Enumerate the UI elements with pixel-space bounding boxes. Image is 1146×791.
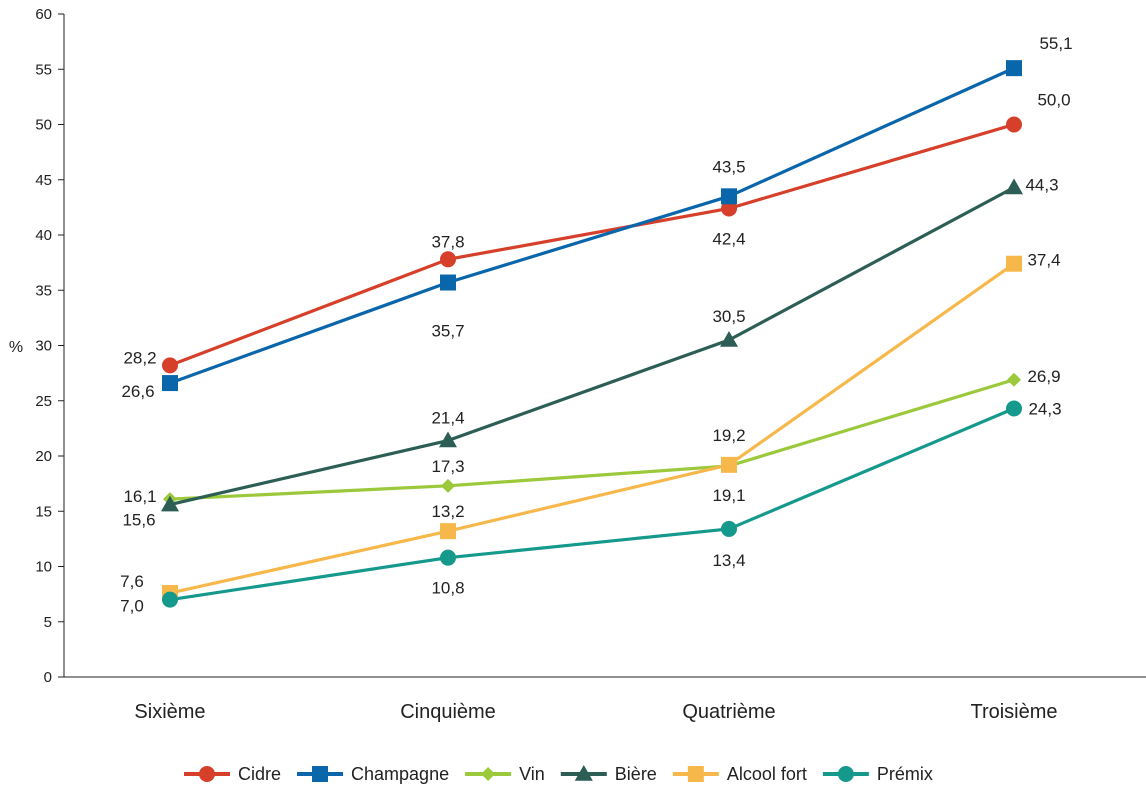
data-label: 42,4: [712, 229, 745, 248]
data-point: [440, 274, 456, 291]
y-tick-label: 20: [35, 448, 52, 465]
data-label: 13,4: [712, 551, 745, 570]
legend-label: Champagne: [351, 764, 449, 784]
y-axis-title: %: [9, 339, 23, 356]
legend-item: Prémix: [822, 764, 933, 784]
legend-label: Vin: [519, 764, 545, 784]
data-label: 30,5: [712, 307, 745, 326]
data-point: [440, 523, 456, 540]
legend-item: Alcool fort: [672, 764, 807, 784]
data-point: [1006, 255, 1022, 272]
data-point: [440, 549, 456, 566]
series-line-cidre: [169, 122, 1015, 367]
legend-item: Vin: [465, 764, 545, 784]
data-label: 44,3: [1025, 175, 1058, 194]
y-tick-label: 55: [35, 61, 52, 78]
y-tick-label: 40: [35, 227, 52, 244]
legend-item: Cidre: [184, 764, 281, 784]
legend-marker: [199, 766, 215, 782]
x-tick-label: Cinquième: [400, 701, 496, 723]
data-label: 7,6: [120, 572, 144, 591]
data-point: [720, 330, 738, 347]
series-line-vin: [169, 378, 1015, 501]
data-label: 10,8: [431, 579, 464, 598]
series-markers: [161, 60, 1023, 608]
data-point: [1006, 60, 1022, 77]
y-tick-label: 50: [35, 117, 52, 134]
legend-label: Bière: [615, 764, 657, 784]
data-label: 26,9: [1027, 367, 1060, 386]
data-point: [721, 200, 737, 217]
data-label: 17,3: [431, 457, 464, 476]
data-label: 28,2: [123, 348, 156, 367]
data-label: 35,7: [431, 322, 464, 341]
legend-marker: [481, 767, 496, 781]
y-tick-label: 60: [35, 6, 52, 23]
series-line-alcool-fort: [169, 262, 1015, 595]
data-label: 16,1: [123, 487, 156, 506]
legend: Cidre Champagne Vin Bière Alcool fort Prémix: [184, 764, 933, 784]
y-tick-label: 15: [35, 503, 52, 520]
data-point: [441, 478, 455, 493]
x-tick-label: Sixième: [134, 701, 205, 723]
axes: 0 5 10 15 20 25 30 35 40 45 50 55 60 Sixième Cinquième…: [35, 6, 1146, 723]
data-label: 26,6: [121, 382, 154, 401]
data-label: 21,4: [431, 409, 464, 428]
data-point: [1006, 116, 1022, 133]
data-point: [162, 375, 178, 392]
legend-marker: [687, 766, 704, 782]
y-tick-label: 45: [35, 172, 52, 189]
data-labels: 28,2 37,8 42,4 50,0 26,6 35,7 43,5 55,1 16,1 17,3…: [120, 34, 1072, 616]
x-tick-label: Quatrième: [682, 701, 775, 723]
legend-label: Alcool fort: [727, 764, 807, 784]
data-point: [161, 495, 179, 512]
data-label: 43,5: [712, 157, 745, 176]
data-label: 24,3: [1028, 399, 1061, 418]
data-point: [1006, 400, 1022, 417]
data-point: [162, 591, 178, 608]
data-label: 19,1: [712, 486, 745, 505]
legend-item: Champagne: [297, 764, 449, 784]
y-tick-label: 30: [35, 338, 52, 355]
x-tick-label: Troisième: [970, 701, 1057, 723]
data-point: [440, 251, 456, 268]
series-lines: [169, 66, 1015, 602]
y-tick-label: 25: [35, 393, 52, 410]
series-line-bière: [169, 186, 1015, 507]
data-point: [1005, 178, 1023, 195]
data-point: [721, 520, 737, 537]
data-point: [721, 188, 737, 205]
data-label: 50,0: [1037, 91, 1070, 110]
data-point: [1007, 372, 1021, 387]
data-point: [162, 357, 178, 374]
data-label: 15,6: [122, 511, 155, 530]
legend-marker: [312, 766, 329, 782]
legend-label: Cidre: [238, 764, 281, 784]
y-tick-label: 35: [35, 282, 52, 299]
y-tick-label: 0: [44, 669, 52, 686]
data-label: 37,4: [1027, 251, 1060, 270]
legend-marker: [574, 765, 593, 781]
y-tick-label: 5: [44, 614, 52, 631]
data-label: 7,0: [120, 597, 144, 616]
data-point: [439, 431, 457, 448]
legend-label: Prémix: [877, 764, 933, 784]
data-label: 13,2: [431, 502, 464, 521]
data-label: 55,1: [1039, 34, 1072, 53]
data-point: [721, 456, 737, 473]
data-label: 19,2: [712, 426, 745, 445]
legend-marker: [837, 766, 854, 782]
y-tick-label: 10: [35, 559, 52, 576]
series-line-prémix: [169, 407, 1015, 602]
y-axis-label: %: [9, 339, 23, 356]
data-label: 37,8: [431, 232, 464, 251]
series-line-champagne: [169, 66, 1015, 385]
legend-item: Bière: [560, 764, 657, 784]
